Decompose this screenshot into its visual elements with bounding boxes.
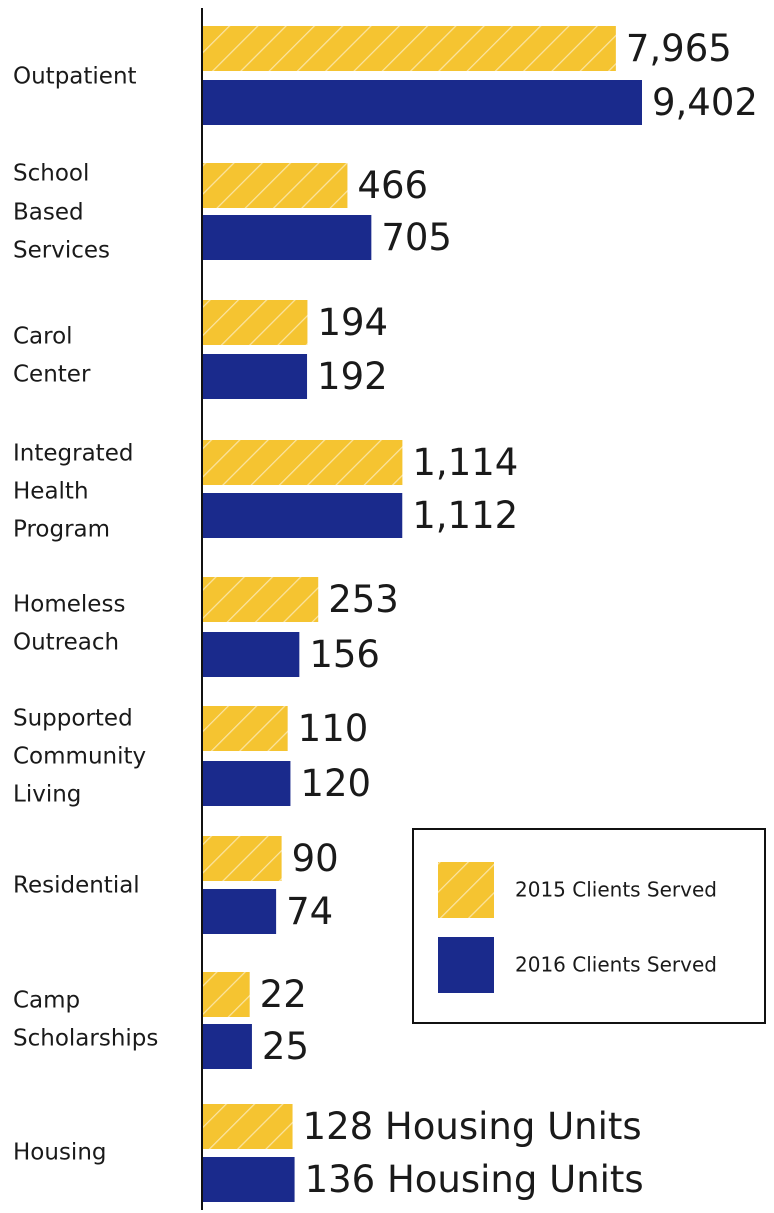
category-label: Outpatient <box>13 64 137 90</box>
value-label-2015: 1,114 <box>412 441 518 484</box>
bar-2016 <box>203 761 291 806</box>
bar-2016 <box>203 354 308 399</box>
bar-2015 <box>203 577 319 622</box>
value-label-2016: 156 <box>309 633 380 676</box>
category-label: Integrated <box>13 441 133 467</box>
category-label: Supported <box>13 706 133 732</box>
bar-2015 <box>203 300 308 345</box>
bar-2015 <box>203 26 616 71</box>
legend-label-2016: 2016 Clients Served <box>515 953 717 977</box>
category-label: Housing <box>13 1140 107 1166</box>
category-label: Based <box>13 200 84 226</box>
bar-2015 <box>203 163 348 208</box>
value-label-2015: 90 <box>292 837 339 880</box>
bar-2015 <box>203 836 282 881</box>
value-label-2015: 7,965 <box>626 27 732 70</box>
value-label-2016: 9,402 <box>652 81 758 124</box>
value-label-2016: 74 <box>286 890 333 933</box>
category-label: Residential <box>13 873 140 899</box>
bar-2015 <box>203 440 403 485</box>
value-label-2015: 253 <box>328 578 399 621</box>
bar-2016 <box>203 889 277 934</box>
bar-2016 <box>203 493 403 538</box>
category-label: Homeless <box>13 592 125 618</box>
value-label-2016: 192 <box>317 355 388 398</box>
bar-2015 <box>203 1104 293 1149</box>
category-label: Living <box>13 782 81 808</box>
category-label: Health <box>13 479 89 505</box>
category-label: Outreach <box>13 630 119 656</box>
bar-2016 <box>203 1024 252 1069</box>
value-label-2016: 25 <box>262 1025 309 1068</box>
category-label: Scholarships <box>13 1026 158 1052</box>
bar-2016 <box>203 632 300 677</box>
category-label: Program <box>13 517 110 543</box>
value-label-2016: 136 Housing Units <box>305 1158 644 1201</box>
value-label-2016: 705 <box>381 216 452 259</box>
legend-label-2015: 2015 Clients Served <box>515 878 717 902</box>
bar-2016 <box>203 215 372 260</box>
legend-swatch-2016 <box>438 937 494 993</box>
category-label: Camp <box>13 988 80 1014</box>
category-label: Community <box>13 744 146 770</box>
bar-2016 <box>203 80 642 125</box>
value-label-2016: 1,112 <box>412 494 518 537</box>
category-label: Center <box>13 362 91 388</box>
legend: 2015 Clients Served 2016 Clients Served <box>412 828 766 1024</box>
value-label-2015: 128 Housing Units <box>303 1105 642 1148</box>
bars-layer <box>203 26 642 1202</box>
category-label: School <box>13 161 89 187</box>
value-label-2015: 194 <box>317 301 388 344</box>
value-label-2016: 120 <box>300 762 371 805</box>
category-label: Services <box>13 238 110 264</box>
category-label: Carol <box>13 324 73 350</box>
legend-box <box>412 828 766 1024</box>
value-label-2015: 22 <box>260 973 307 1016</box>
legend-swatch-2015 <box>438 862 494 918</box>
value-label-2015: 466 <box>357 164 428 207</box>
labels-layer: Outpatient 7,965 9,402 School Based Services 4… <box>13 27 758 1201</box>
bar-2016 <box>203 1157 295 1202</box>
bar-2015 <box>203 706 288 751</box>
bar-2015 <box>203 972 250 1017</box>
value-label-2015: 110 <box>298 707 369 750</box>
